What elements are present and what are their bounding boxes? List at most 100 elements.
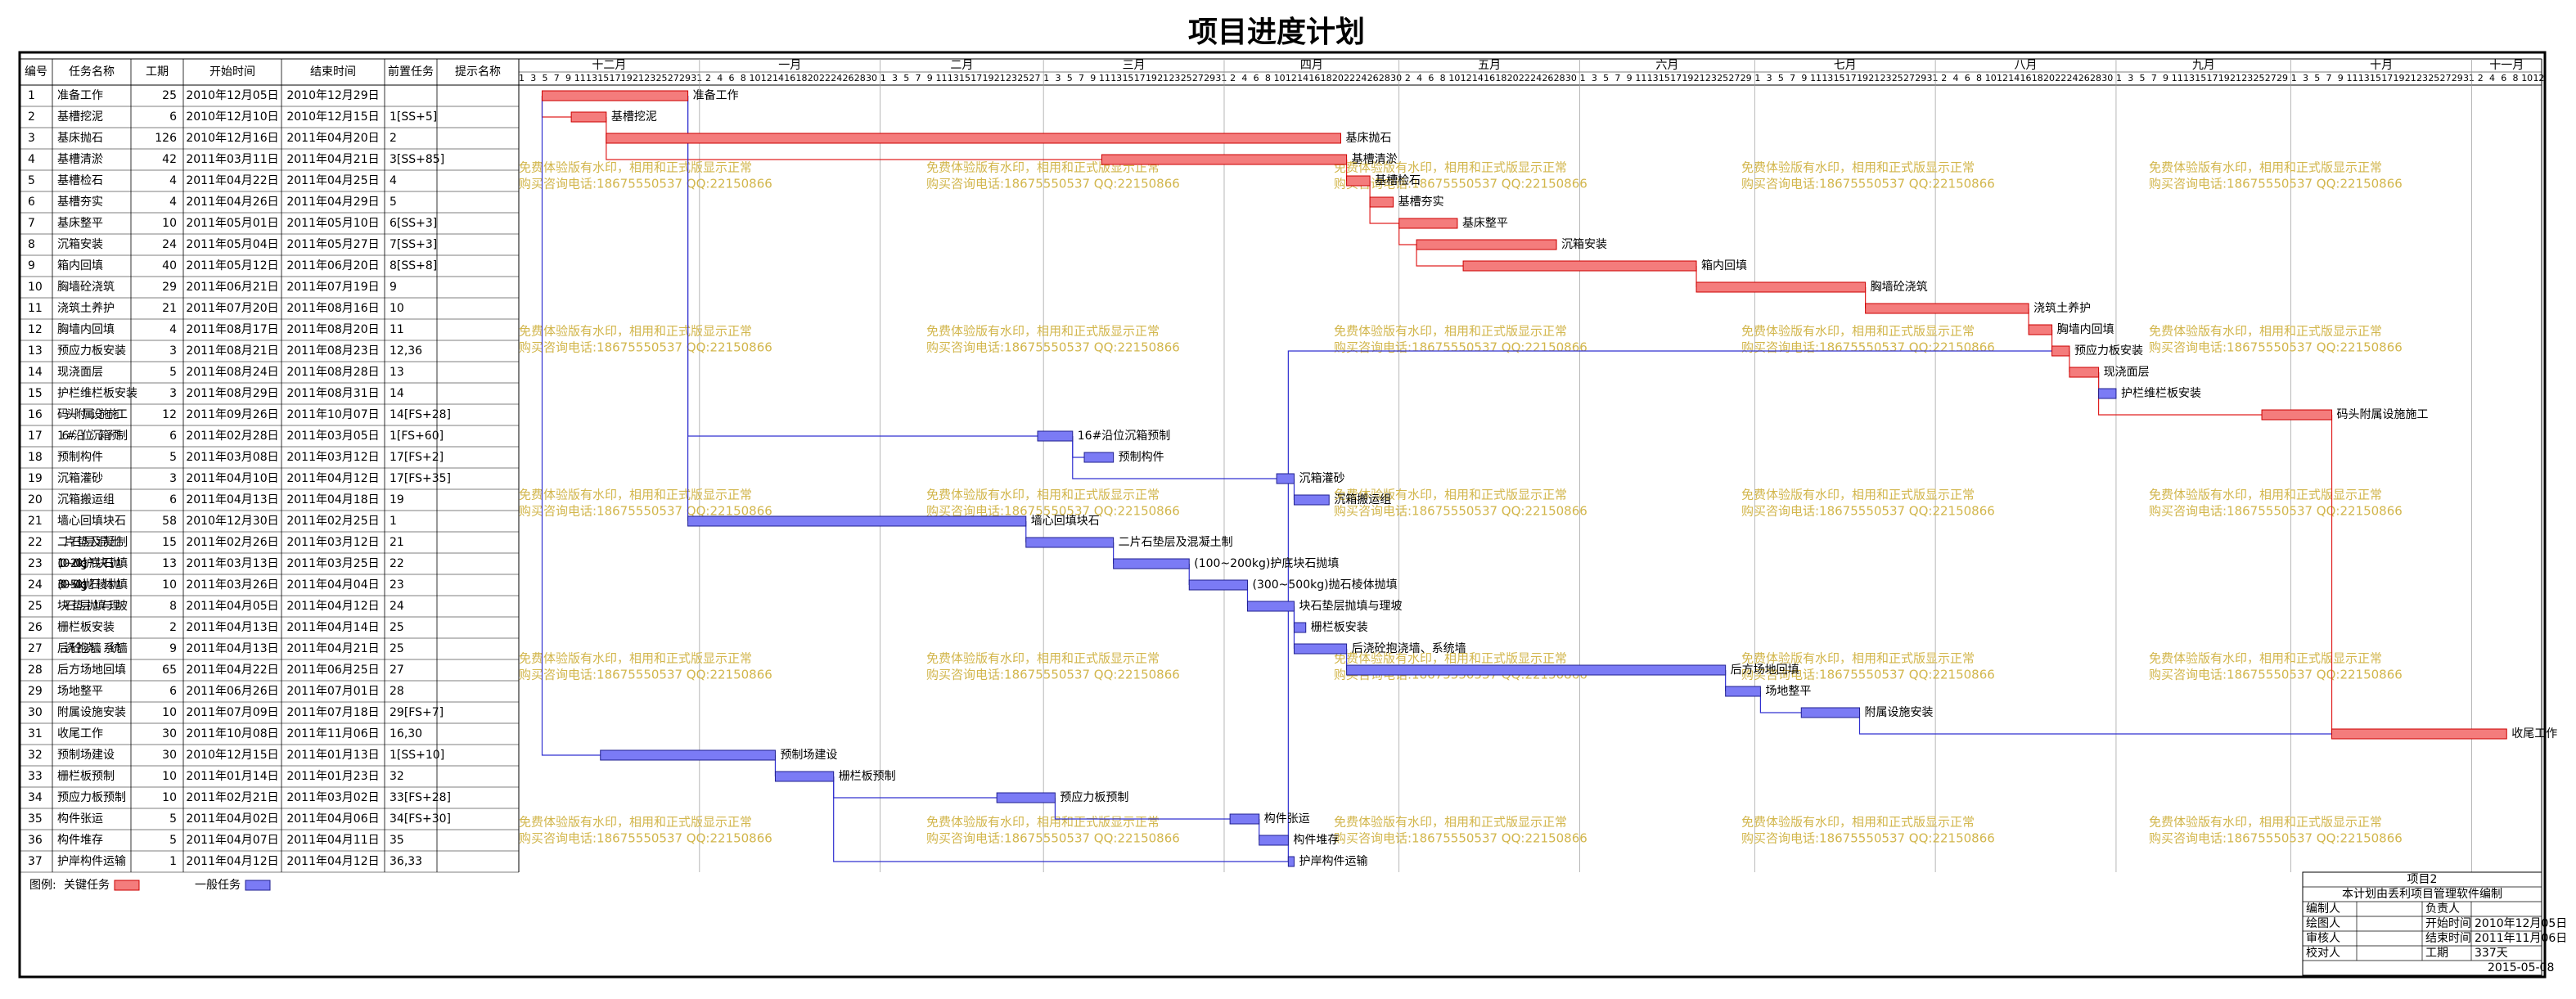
day-label: 17: [2206, 73, 2218, 83]
info-cell: 工期: [2425, 947, 2448, 960]
task-id: 2: [28, 110, 35, 124]
task-name: (300~500kg)抛石棱体抛填: [57, 578, 128, 592]
task-start: 2011年04月13日: [186, 642, 278, 655]
task-name: 沉箱搬运组: [57, 493, 115, 506]
task-id: 36: [28, 834, 43, 847]
task-start: 2011年05月04日: [186, 238, 278, 251]
day-label: 13: [1110, 73, 1122, 83]
task-predecessors: 32: [390, 770, 404, 783]
task-id: 10: [28, 281, 43, 294]
task-name: 护岸构件运输: [57, 855, 126, 868]
task-duration: 25: [162, 89, 177, 102]
task-predecessors: 10: [390, 302, 404, 315]
task-end: 2011年07月01日: [286, 685, 379, 698]
task-end: 2011年01月23日: [286, 770, 379, 783]
day-label: 29: [1204, 73, 1215, 83]
column-header: 工期: [146, 65, 169, 79]
task-name: 预应力板安装: [57, 344, 126, 358]
task-name: 码头附属设施施工: [57, 408, 128, 421]
day-label: 10: [1274, 73, 1286, 83]
bar-label: 沉箱安装: [1561, 238, 1607, 251]
task-name: 现浇面层: [57, 366, 103, 379]
legend-swatch: [114, 880, 140, 891]
day-label: 10: [1985, 73, 1997, 83]
task-start: 2010年12月16日: [186, 132, 278, 145]
legend-swatch: [245, 880, 271, 891]
task-duration: 10: [162, 578, 177, 592]
task-name: 16#沿位沉箱预制: [57, 430, 128, 443]
bar-label: 预制场建设: [780, 749, 837, 762]
watermark: 免费体验版有水印，相用和正式版显示正常: [926, 815, 1160, 830]
task-end: 2011年11月06日: [286, 727, 379, 740]
task-duration: 4: [169, 174, 177, 187]
watermark: 免费体验版有水印，相用和正式版显示正常: [2149, 815, 2382, 830]
task-end: 2011年04月14日: [286, 621, 379, 634]
day-label: 15: [959, 73, 971, 83]
task-duration: 4: [169, 323, 177, 336]
day-label: 7: [554, 73, 560, 83]
task-name: 浇筑土养护: [57, 302, 115, 315]
task-start: 2011年04月07日: [186, 834, 278, 847]
task-predecessors: 16,30: [390, 727, 422, 740]
day-label: 6: [1254, 73, 1259, 83]
legend-label: 图例:: [29, 879, 56, 892]
watermark: 免费体验版有水印，相用和正式版显示正常: [1334, 324, 1567, 339]
task-bar: [1800, 707, 1861, 718]
task-bar: [600, 749, 776, 761]
task-bar: [1101, 154, 1348, 165]
task-end: 2011年05月10日: [286, 217, 379, 230]
task-bar: [1696, 281, 1867, 293]
task-name: (100~200kg)护底块石抛填: [57, 557, 128, 570]
task-bar: [606, 133, 1341, 144]
day-label: 29: [679, 73, 691, 83]
task-duration: 5: [169, 366, 177, 379]
task-bar: [541, 90, 689, 101]
day-label: 11: [2172, 73, 2183, 83]
day-label: 3: [2128, 73, 2133, 83]
task-id: 29: [28, 685, 43, 698]
day-label: 9: [1090, 73, 1096, 83]
task-duration: 3: [169, 344, 177, 358]
day-label: 30: [866, 73, 877, 83]
task-end: 2011年04月12日: [286, 855, 379, 868]
day-label: 17: [1670, 73, 1682, 83]
day-label: 26: [1542, 73, 1553, 83]
task-predecessors: 19: [390, 493, 404, 506]
month-label: 十一月: [2489, 59, 2524, 72]
watermark: 免费体验版有水印，相用和正式版显示正常: [519, 815, 752, 830]
bar-label: 护岸构件运输: [1299, 855, 1367, 868]
task-name: 栅栏板安装: [57, 621, 115, 634]
task-start: 2010年12月05日: [186, 89, 278, 102]
task-bar: [2069, 367, 2100, 378]
day-label: 7: [1079, 73, 1084, 83]
day-label: 30: [2101, 73, 2113, 83]
day-label: 31: [1215, 73, 1227, 83]
info-cell: 2011年11月06日: [2475, 932, 2567, 945]
task-name: 预制场建设: [57, 749, 115, 762]
task-bar: [1293, 643, 1348, 655]
bar-label: 栅栏板预制: [839, 770, 896, 783]
task-name: 沉箱安装: [57, 238, 103, 251]
chart-title: 项目进度计划: [1188, 15, 1365, 49]
day-label: 1: [2291, 73, 2297, 83]
bar-label: 预制构件: [1119, 451, 1164, 464]
task-bar: [1369, 196, 1394, 208]
task-bar: [1346, 175, 1371, 187]
link: [1369, 202, 1399, 224]
watermark: 免费体验版有水印，相用和正式版显示正常: [519, 488, 752, 502]
day-label: 21: [2405, 73, 2416, 83]
day-label: 24: [831, 73, 842, 83]
day-label: 6: [1428, 73, 1434, 83]
day-label: 9: [1627, 73, 1633, 83]
task-id: 9: [28, 259, 35, 272]
day-label: 2: [1230, 73, 1236, 83]
day-label: 1: [519, 73, 525, 83]
watermark: 购买咨询电话:18675550537 QQ:22150866: [2149, 668, 2403, 682]
task-start: 2011年08月21日: [186, 344, 278, 358]
watermark: 购买咨询电话:18675550537 QQ:22150866: [1741, 177, 1995, 191]
task-name: 构件堆存: [57, 834, 103, 847]
day-label: 16: [1308, 73, 1320, 83]
day-label: 20: [1507, 73, 1519, 83]
day-label: 7: [1790, 73, 1795, 83]
day-label: 12: [1461, 73, 1472, 83]
